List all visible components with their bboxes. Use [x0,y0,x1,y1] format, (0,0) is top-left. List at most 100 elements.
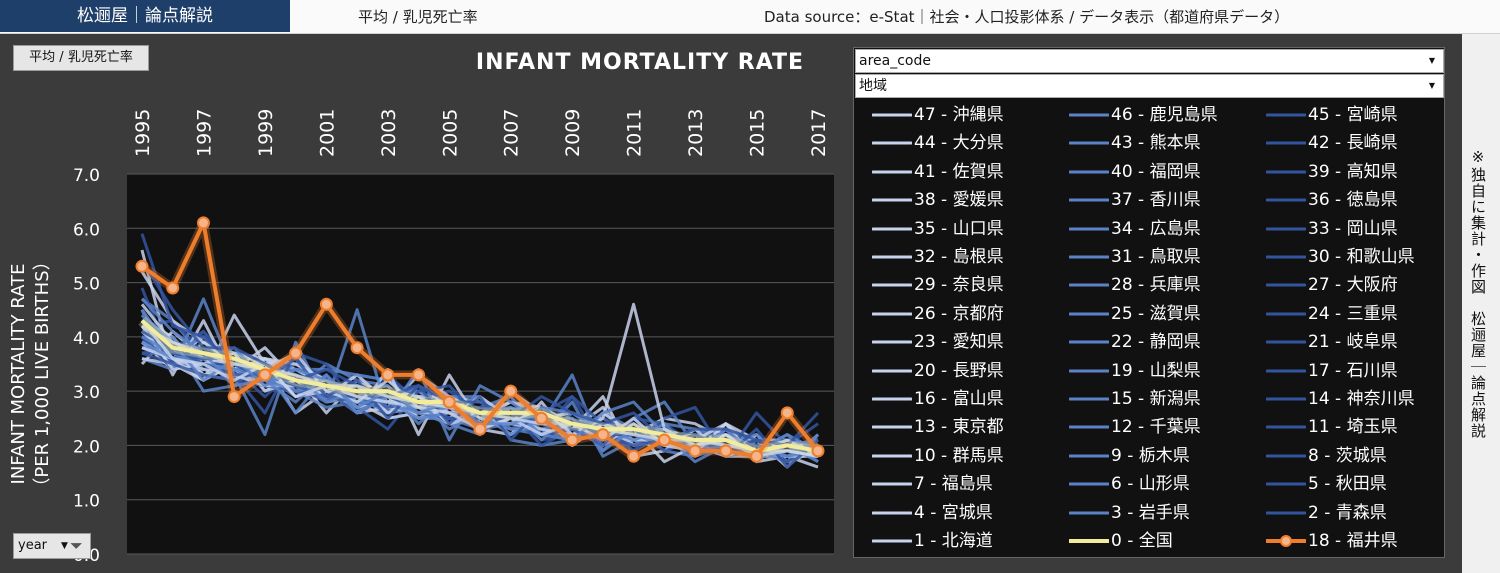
area-code-dropdown[interactable]: area_code ▼ [855,49,1444,73]
legend-swatch [872,113,912,117]
year-filter-button[interactable]: year ▼ ⏷ [13,533,91,559]
legend-swatch [1266,397,1306,401]
y-tick-label: 4.0 [73,329,100,349]
legend-swatch [1266,482,1306,486]
x-tick-label: 2013 [685,109,707,157]
legend-swatch [872,511,912,515]
area-code-dropdown-label: area_code [859,53,931,69]
series-point-highlight [688,444,702,458]
legend-swatch [872,255,912,259]
legend-label: 35 - 山口県 [914,218,1004,239]
legend-label: 43 - 熊本県 [1111,133,1201,154]
series-point-highlight [258,368,272,382]
legend-swatch [1266,511,1306,515]
brand-title: 松逦屋｜論点解説 [0,0,290,32]
legend-label: 10 - 群馬県 [914,445,1004,466]
legend-label: 8 - 茨城県 [1308,445,1387,466]
legend-swatch [1069,255,1109,259]
legend-swatch [872,283,912,287]
legend-label: 24 - 三重県 [1308,303,1398,324]
legend-swatch [1266,141,1306,145]
legend-label: 27 - 大阪府 [1308,275,1398,296]
legend-label: 13 - 東京都 [914,417,1004,438]
x-tick-label: 2007 [501,109,523,157]
x-tick-label: 2009 [562,109,584,157]
legend-label: 29 - 奈良県 [914,275,1004,296]
legend-label: 47 - 沖縄県 [914,105,1004,125]
legend-swatch [872,397,912,401]
legend-label: 20 - 長野県 [914,360,1004,381]
legend-label: 44 - 大分県 [914,133,1004,154]
chart-title: INFANT MORTALITY RATE [475,50,805,75]
legend-swatch [1069,340,1109,344]
series-point-highlight [412,368,426,382]
legend-swatch [872,141,912,145]
series-group [135,216,825,469]
legend-swatch [1069,397,1109,401]
legend-panel: area_code ▼ 地域 ▼ 47 - 沖縄県 46 - 鹿児島県 45 - 宮… [853,47,1445,558]
series-point-highlight [750,449,764,463]
x-tick-label: 2001 [316,109,338,157]
x-tick-label: 1999 [255,109,277,157]
x-tick-label: 2011 [624,109,646,157]
legend-swatch [872,454,912,458]
series-line-national [140,319,819,453]
y-axis-label-line-1: INFANT MORTALITY RATE [8,264,29,485]
legend-label: 32 - 島根県 [914,247,1004,267]
legend-swatch [1266,425,1306,429]
legend-swatch [1266,227,1306,231]
side-note: ※独自に集計・作図 松逦屋｜論点解説 [1469,148,1487,439]
measure-field-button[interactable]: 平均 / 乳児死亡率 [13,45,149,71]
legend-swatch [1266,340,1306,344]
series-point-highlight [719,444,733,458]
legend-swatch [872,227,912,231]
series-point-highlight [381,368,395,382]
x-tick-label: 1997 [193,109,215,157]
dropdown-arrow-icon: ▼ [61,541,68,551]
legend-label: 30 - 和歌山県 [1308,247,1415,267]
series-point-highlight [227,390,241,404]
legend-swatch [872,482,912,486]
legend-swatch [872,539,912,543]
legend-label: 9 - 栃木県 [1111,445,1190,466]
chart-area: 0.01.02.03.04.05.06.07.0 199519971999200… [8,109,834,566]
x-tick-label: 2003 [378,109,400,157]
legend-label: 18 - 福井県 [1308,531,1398,551]
legend-swatch [1069,454,1109,458]
legend-label: 5 - 秋田県 [1308,474,1387,495]
legend-swatch [1069,482,1109,486]
series-point-highlight [289,346,303,360]
legend-label: 33 - 岡山県 [1308,218,1398,239]
region-dropdown-label: 地域 [859,78,887,94]
legend-swatch [1069,113,1109,117]
legend-swatch [1266,369,1306,373]
series-point-highlight [811,444,825,458]
legend-label: 16 - 富山県 [914,389,1004,409]
legend-label: 6 - 山形県 [1111,474,1190,495]
series-point-highlight [319,297,333,311]
legend-swatch [1069,511,1109,515]
legend-swatch [1069,369,1109,373]
legend-label: 39 - 高知県 [1308,161,1398,182]
y-axis-label-line-2: （PER 1,000 LIVE BIRTHS） [32,252,53,495]
legend-swatch [1266,255,1306,259]
legend-label: 31 - 鳥取県 [1111,247,1201,267]
y-tick-label: 7.0 [73,166,100,186]
legend-swatch [1069,539,1109,543]
legend-swatch [1069,198,1109,202]
dropdown-arrow-icon: ▼ [1428,56,1435,65]
y-tick-label: 5.0 [73,275,100,295]
filter-funnel-icon: ⏷ [70,536,83,555]
y-tick-label: 6.0 [73,220,100,240]
series-point-highlight [166,281,180,295]
legend-swatch [1266,170,1306,174]
series-line-prefecture [140,260,820,447]
legend-label: 12 - 千葉県 [1111,417,1201,438]
legend-swatch [1069,170,1109,174]
legend-label: 37 - 香川県 [1111,190,1201,211]
region-dropdown[interactable]: 地域 ▼ [855,74,1444,98]
year-filter-label: year [18,538,48,553]
legend-swatch [1266,198,1306,202]
series-point-highlight [135,259,149,273]
legend-label: 25 - 滋賀県 [1111,303,1201,324]
